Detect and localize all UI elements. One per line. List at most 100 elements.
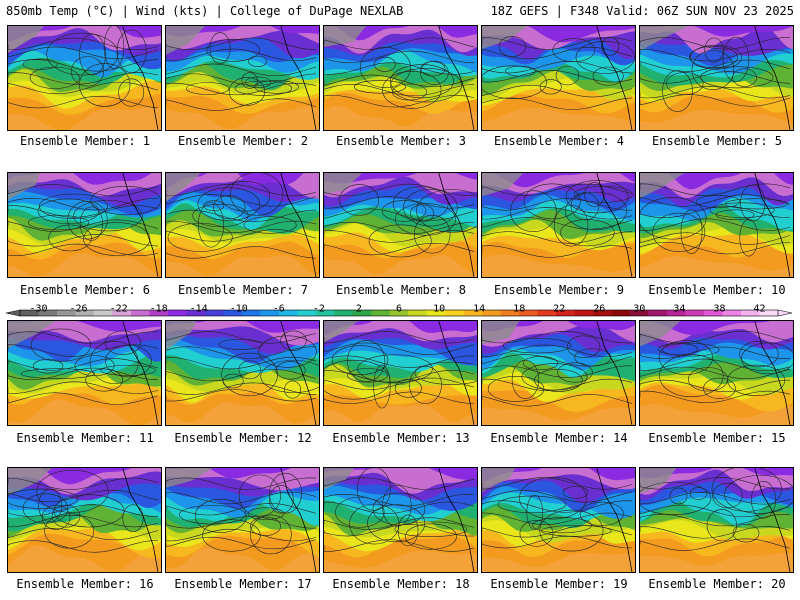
ensemble-member-map[interactable] (481, 25, 636, 131)
colorbar-swatch (630, 310, 649, 316)
ensemble-member-map[interactable] (7, 467, 162, 573)
ensemble-member-map[interactable] (165, 25, 320, 131)
colorbar-tick-label: 30 (633, 303, 645, 314)
temperature-map-image (482, 468, 635, 572)
colorbar-swatch (408, 310, 428, 316)
temperature-map-image (8, 173, 161, 277)
colorbar-swatch (445, 310, 465, 316)
ensemble-member-caption: Ensemble Member: 20 (648, 577, 786, 591)
colorbar-swatch (722, 310, 742, 316)
ensemble-member-map[interactable] (639, 467, 794, 573)
ensemble-member-map[interactable] (323, 172, 478, 278)
ensemble-member-map[interactable] (481, 467, 636, 573)
temperature-map-image (166, 468, 319, 572)
temperature-map-image (324, 26, 477, 130)
ensemble-member-map[interactable] (323, 467, 478, 573)
colorbar-tick-label: 2 (356, 303, 362, 314)
colorbar-swatch (704, 310, 723, 316)
colorbar-swatch (112, 310, 132, 316)
temperature-map-image (640, 26, 793, 130)
ensemble-member-map[interactable] (165, 467, 320, 573)
colorbar-swatch (500, 310, 520, 316)
ensemble-member-caption: Ensemble Member: 10 (648, 283, 786, 297)
ensemble-member-caption: Ensemble Member: 2 (177, 134, 309, 148)
colorbar-swatch (278, 310, 298, 316)
colorbar-swatch (167, 310, 187, 316)
colorbar-swatch (759, 310, 779, 316)
ensemble-member-map[interactable] (165, 320, 320, 426)
colorbar-swatch (371, 310, 391, 316)
ensemble-member-caption: Ensemble Member: 19 (490, 577, 628, 591)
colorbar-tick-label: 10 (433, 303, 445, 314)
colorbar-swatch (204, 310, 224, 316)
colorbar-tick-label: 14 (473, 303, 485, 314)
ensemble-member-map[interactable] (7, 320, 162, 426)
colorbar-swatch (482, 310, 501, 316)
colorbar-swatch (593, 310, 612, 316)
ensemble-member-map[interactable] (639, 320, 794, 426)
ensemble-member-caption: Ensemble Member: 6 (19, 283, 151, 297)
temperature-map-image (324, 468, 477, 572)
temperature-map-image (166, 321, 319, 425)
temperature-map-image (640, 321, 793, 425)
ensemble-member-caption: Ensemble Member: 1 (19, 134, 151, 148)
ensemble-member-map[interactable] (481, 172, 636, 278)
run-info: 18Z GEFS | F348 Valid: 06Z SUN NOV 23 20… (490, 4, 794, 18)
colorbar-swatch (260, 310, 280, 316)
temperature-map-image (8, 26, 161, 130)
ensemble-member-map[interactable] (323, 25, 478, 131)
temperature-map-image (324, 173, 477, 277)
temperature-map-image (166, 26, 319, 130)
colorbar-swatch (315, 310, 335, 316)
temperature-map-image (8, 468, 161, 572)
ensemble-member-caption: Ensemble Member: 3 (335, 134, 467, 148)
temperature-map-image (482, 173, 635, 277)
ensemble-member-caption: Ensemble Member: 8 (335, 283, 467, 297)
colorbar-swatch (611, 310, 631, 316)
colorbar-swatch (149, 310, 169, 316)
ensemble-member-caption: Ensemble Member: 4 (493, 134, 625, 148)
temperature-map-image (324, 321, 477, 425)
colorbar-swatch (75, 310, 95, 316)
colorbar-swatch (186, 310, 206, 316)
colorbar-swatch (20, 310, 39, 316)
ensemble-member-map[interactable] (7, 25, 162, 131)
colorbar-tick-label: -22 (110, 303, 128, 314)
colorbar-tick-label: 38 (713, 303, 725, 314)
ensemble-member-caption: Ensemble Member: 15 (648, 431, 786, 445)
ensemble-member-map[interactable] (165, 172, 320, 278)
temperature-map-image (482, 26, 635, 130)
ensemble-member-caption: Ensemble Member: 17 (174, 577, 312, 591)
colorbar-tick-label: -26 (69, 303, 87, 314)
colorbar-swatch (685, 310, 705, 316)
colorbar-swatch (56, 310, 76, 316)
map-title: 850mb Temp (°C) | Wind (kts) | College o… (6, 4, 404, 18)
ensemble-member-map[interactable] (481, 320, 636, 426)
ensemble-member-caption: Ensemble Member: 18 (332, 577, 470, 591)
colorbar-swatch (537, 310, 557, 316)
colorbar-swatch (241, 310, 261, 316)
colorbar-swatch (352, 310, 372, 316)
map-header: 850mb Temp (°C) | Wind (kts) | College o… (0, 0, 800, 22)
colorbar-swatch (648, 310, 668, 316)
ensemble-member-map[interactable] (7, 172, 162, 278)
ensemble-member-caption: Ensemble Member: 12 (174, 431, 312, 445)
ensemble-member-caption: Ensemble Member: 9 (493, 283, 625, 297)
colorbar-tick-label: -14 (190, 303, 208, 314)
ensemble-member-map[interactable] (639, 25, 794, 131)
ensemble-member-map[interactable] (639, 172, 794, 278)
colorbar-swatch (389, 310, 409, 316)
colorbar-tick-label: 26 (593, 303, 605, 314)
colorbar-swatch (130, 310, 150, 316)
colorbar-swatch (667, 310, 686, 316)
colorbar-swatch (556, 310, 575, 316)
ensemble-member-map[interactable] (323, 320, 478, 426)
ensemble-member-caption: Ensemble Member: 11 (16, 431, 154, 445)
temperature-map-image (166, 173, 319, 277)
colorbar-tick-label: 22 (553, 303, 565, 314)
colorbar-tick-label: -2 (313, 303, 325, 314)
colorbar-swatch (463, 310, 483, 316)
colorbar-tick-label: -6 (273, 303, 285, 314)
temperature-colorbar: -30 -26 -22 -18 -14 -10 -6 -2 2 6 10 14 18 22 26 30 34 38… (5, 303, 793, 322)
colorbar-swatch (297, 310, 317, 316)
